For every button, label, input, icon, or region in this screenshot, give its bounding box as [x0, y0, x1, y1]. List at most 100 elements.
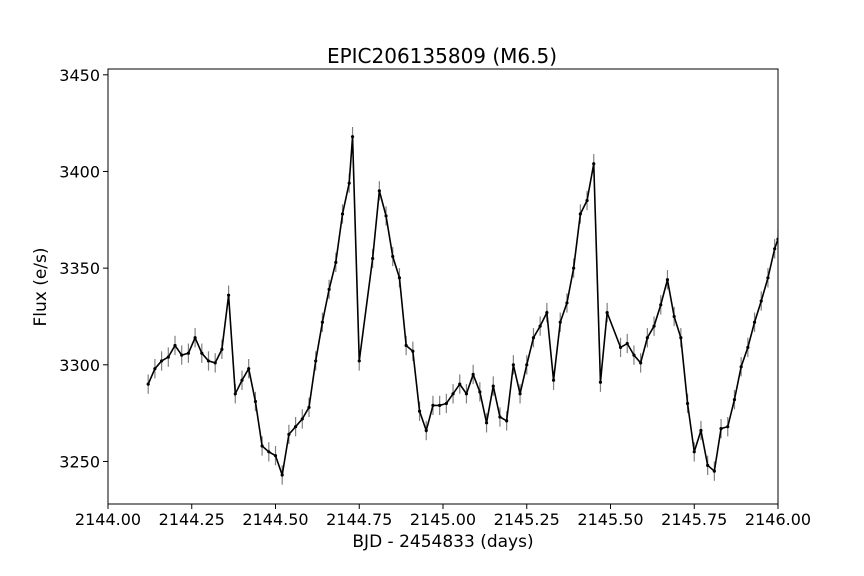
data-point — [350, 135, 355, 139]
data-point — [444, 401, 448, 406]
data-point — [511, 363, 515, 367]
data-point — [438, 403, 442, 407]
data-point — [592, 162, 596, 166]
data-point — [732, 398, 737, 402]
data-point — [712, 469, 716, 473]
x-axis-label: BJD - 2454833 (days) — [352, 532, 533, 552]
data-point — [598, 380, 603, 384]
data-point — [347, 181, 351, 185]
y-tick-label: 3350 — [59, 259, 100, 278]
data-point — [706, 463, 710, 467]
data-point — [166, 355, 170, 359]
data-point — [618, 345, 623, 349]
data-point — [665, 278, 670, 282]
data-point — [605, 311, 609, 315]
data-point — [578, 212, 582, 216]
data-point — [227, 293, 231, 297]
data-point — [160, 359, 164, 363]
data-point — [565, 301, 569, 305]
data-point — [320, 320, 324, 324]
data-point — [471, 372, 475, 377]
data-point — [280, 473, 284, 477]
data-point — [384, 214, 388, 218]
data-point — [146, 382, 150, 386]
data-point — [287, 432, 291, 436]
data-point — [505, 419, 509, 423]
data-point — [766, 276, 770, 280]
data-point — [411, 349, 415, 353]
data-point — [260, 444, 264, 448]
data-point — [478, 390, 482, 394]
data-point — [391, 254, 395, 259]
data-point — [180, 353, 184, 357]
data-series — [146, 135, 778, 477]
x-tick-label: 2144.75 — [326, 510, 392, 529]
data-point — [173, 343, 177, 348]
data-point — [545, 311, 549, 315]
data-point — [645, 336, 649, 340]
data-point — [538, 324, 542, 328]
data-point — [491, 384, 495, 388]
data-point — [371, 256, 375, 261]
data-point — [404, 343, 408, 348]
x-tick-label: 2145.50 — [577, 510, 643, 529]
data-point — [300, 417, 304, 421]
data-point — [193, 336, 197, 340]
data-point — [685, 401, 690, 406]
data-point — [746, 345, 750, 349]
x-tick-label: 2146.00 — [745, 510, 811, 529]
data-point — [451, 392, 455, 396]
plot-frame — [107, 68, 779, 505]
data-point — [357, 359, 361, 363]
data-point — [240, 378, 244, 382]
data-point — [307, 405, 311, 409]
data-point — [531, 336, 536, 340]
chart-title: EPIC206135809 (M6.5) — [327, 44, 557, 68]
y-tick-label: 3300 — [59, 356, 100, 375]
data-point — [484, 421, 489, 425]
data-point — [679, 336, 683, 340]
data-point — [498, 415, 502, 419]
x-tick-label: 2145.75 — [661, 510, 727, 529]
y-axis-label: Flux (e/s) — [31, 247, 51, 326]
data-point — [417, 409, 422, 413]
data-point — [267, 450, 271, 454]
x-tick-label: 2145.00 — [410, 510, 476, 529]
data-point — [692, 450, 696, 454]
x-tick-label: 2144.25 — [159, 510, 225, 529]
data-point — [558, 320, 562, 324]
data-point — [213, 361, 217, 365]
data-point — [464, 392, 469, 396]
data-point — [632, 353, 636, 357]
data-point — [314, 359, 318, 363]
data-point — [739, 365, 743, 369]
data-point — [759, 299, 763, 303]
data-point — [572, 266, 576, 270]
data-point — [719, 427, 723, 431]
y-axis-ticks: 3250 3300 3350 3400 3450 — [59, 66, 108, 471]
data-point — [639, 361, 643, 365]
data-point — [233, 392, 237, 396]
data-point — [659, 303, 663, 307]
x-tick-label: 2144.00 — [75, 510, 141, 529]
data-point — [525, 363, 529, 367]
data-point — [206, 359, 211, 363]
data-point — [585, 198, 589, 203]
x-tick-label: 2144.50 — [242, 510, 308, 529]
data-point — [752, 320, 757, 324]
data-point — [327, 287, 331, 291]
data-point — [431, 403, 435, 407]
data-point — [551, 378, 556, 382]
data-point — [397, 276, 402, 280]
data-point — [186, 351, 190, 355]
data-point — [699, 428, 703, 433]
data-point — [340, 212, 345, 216]
y-tick-label: 3450 — [59, 66, 100, 85]
data-point — [294, 425, 298, 429]
data-point — [247, 367, 251, 371]
data-point — [334, 260, 338, 264]
data-point — [424, 428, 428, 433]
data-point — [458, 382, 462, 386]
data-point — [273, 454, 278, 458]
